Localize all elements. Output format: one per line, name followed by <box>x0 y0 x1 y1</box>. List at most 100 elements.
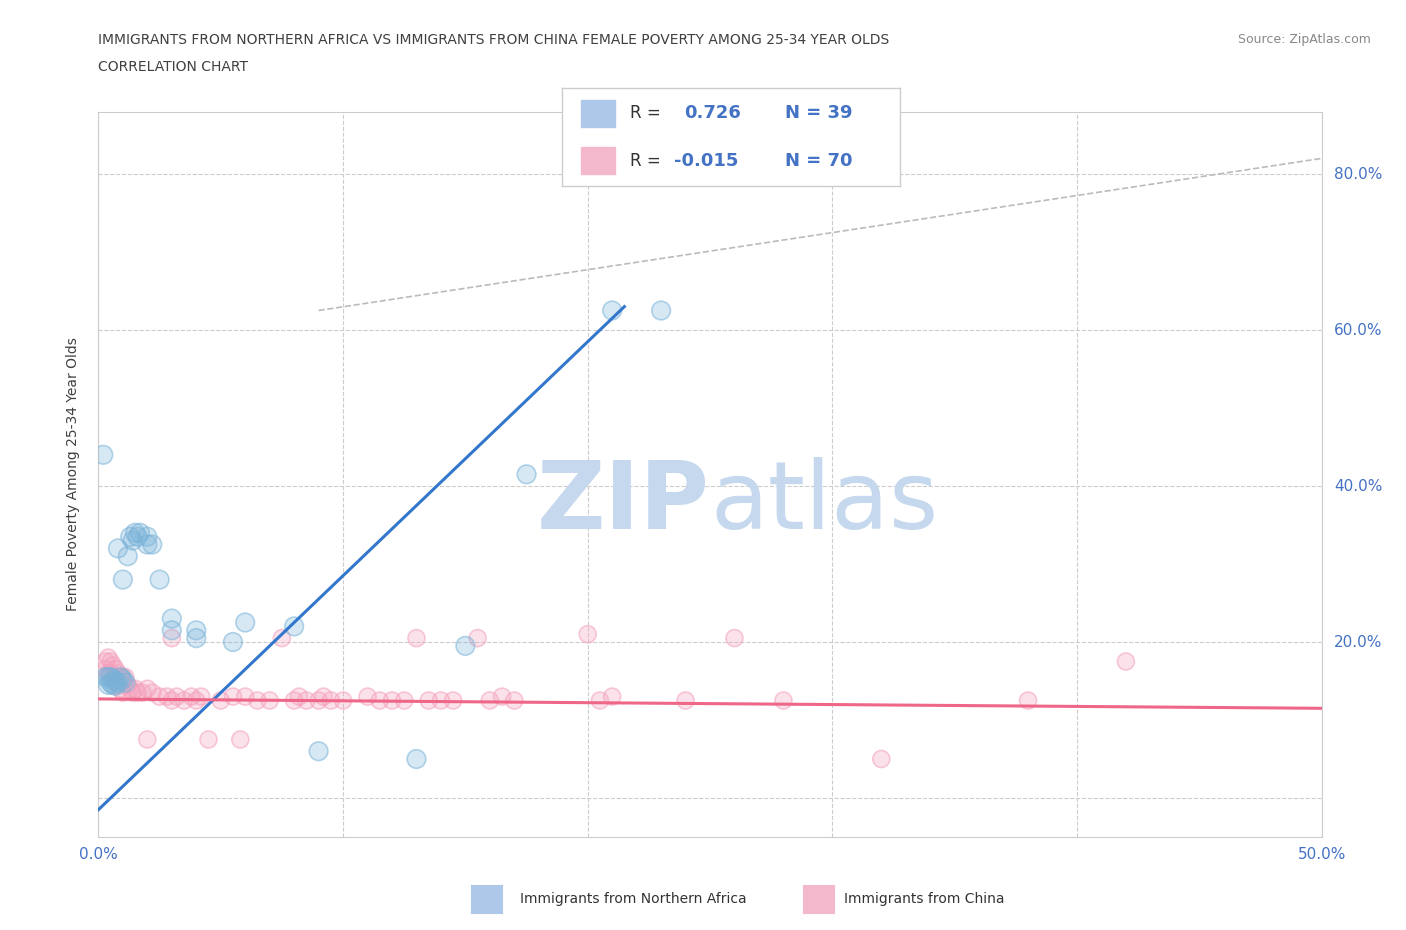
Point <box>120 682 142 697</box>
Point <box>149 572 172 587</box>
Point <box>491 689 513 704</box>
Point <box>160 623 183 638</box>
Point <box>160 623 183 638</box>
Point <box>180 689 202 704</box>
Point <box>259 693 281 708</box>
Point <box>131 685 153 700</box>
Point <box>454 639 477 654</box>
Point <box>101 670 124 684</box>
Text: IMMIGRANTS FROM NORTHERN AFRICA VS IMMIGRANTS FROM CHINA FEMALE POVERTY AMONG 25: IMMIGRANTS FROM NORTHERN AFRICA VS IMMIG… <box>98 33 890 46</box>
Point <box>127 685 149 700</box>
Point <box>356 689 378 704</box>
Point <box>454 639 477 654</box>
Point <box>149 689 172 704</box>
Point <box>405 631 427 645</box>
Point <box>101 658 124 672</box>
Point <box>295 693 318 708</box>
Point <box>308 693 330 708</box>
Point <box>100 675 122 690</box>
Point <box>308 744 330 759</box>
Point <box>368 693 391 708</box>
Point <box>114 675 136 690</box>
Point <box>190 689 212 704</box>
Point <box>136 732 159 747</box>
Point <box>392 693 416 708</box>
Point <box>229 732 252 747</box>
Point <box>120 529 142 544</box>
Point <box>675 693 697 708</box>
Point <box>503 693 526 708</box>
Point <box>129 525 152 540</box>
Point <box>288 689 311 704</box>
Point <box>101 672 124 687</box>
Point <box>222 634 245 649</box>
Point <box>405 751 427 766</box>
Point <box>97 677 120 692</box>
Point <box>381 693 404 708</box>
Text: 80.0%: 80.0% <box>1334 166 1382 181</box>
Point <box>186 623 208 638</box>
Point <box>515 467 537 482</box>
Point <box>283 693 305 708</box>
Point <box>166 689 188 704</box>
Point <box>101 677 124 692</box>
Point <box>772 693 794 708</box>
Point <box>111 572 134 587</box>
Text: CORRELATION CHART: CORRELATION CHART <box>98 60 249 74</box>
Point <box>120 682 142 697</box>
Point <box>97 650 120 665</box>
Point <box>136 682 159 697</box>
Point <box>308 744 330 759</box>
Point <box>100 666 122 681</box>
Point <box>110 670 132 684</box>
Point <box>319 693 342 708</box>
Point <box>166 689 188 704</box>
Point <box>94 654 117 669</box>
Point <box>111 685 134 700</box>
Point <box>160 693 183 708</box>
Point <box>503 693 526 708</box>
Point <box>94 662 117 677</box>
Point <box>141 685 163 700</box>
Text: 20.0%: 20.0% <box>1334 634 1382 649</box>
Point <box>110 670 132 684</box>
Point <box>356 689 378 704</box>
Point <box>107 666 129 681</box>
Point <box>319 693 342 708</box>
Point <box>100 670 122 684</box>
Point <box>117 549 139 564</box>
Point <box>94 670 117 684</box>
Point <box>430 693 453 708</box>
Point <box>104 662 127 677</box>
Point <box>114 670 136 684</box>
Point <box>117 677 139 692</box>
Point <box>283 619 305 634</box>
Point <box>478 693 501 708</box>
Text: -0.015: -0.015 <box>673 153 738 170</box>
Point <box>233 689 256 704</box>
Point <box>283 693 305 708</box>
Point <box>121 685 143 700</box>
Point <box>233 689 256 704</box>
Point <box>160 693 183 708</box>
Point <box>1115 654 1137 669</box>
Point <box>141 537 163 551</box>
Text: Source: ZipAtlas.com: Source: ZipAtlas.com <box>1237 33 1371 46</box>
Point <box>104 678 127 693</box>
Point <box>97 650 120 665</box>
Point <box>222 634 245 649</box>
Point <box>94 670 117 684</box>
Point <box>131 685 153 700</box>
Point <box>233 615 256 630</box>
Point <box>97 670 120 684</box>
Point <box>467 631 489 645</box>
Point <box>190 689 212 704</box>
Point <box>312 689 335 704</box>
Point <box>107 541 129 556</box>
Point <box>121 533 143 548</box>
Point <box>675 693 697 708</box>
Point <box>97 666 120 681</box>
Point <box>589 693 612 708</box>
Point <box>186 623 208 638</box>
Point <box>110 670 132 684</box>
